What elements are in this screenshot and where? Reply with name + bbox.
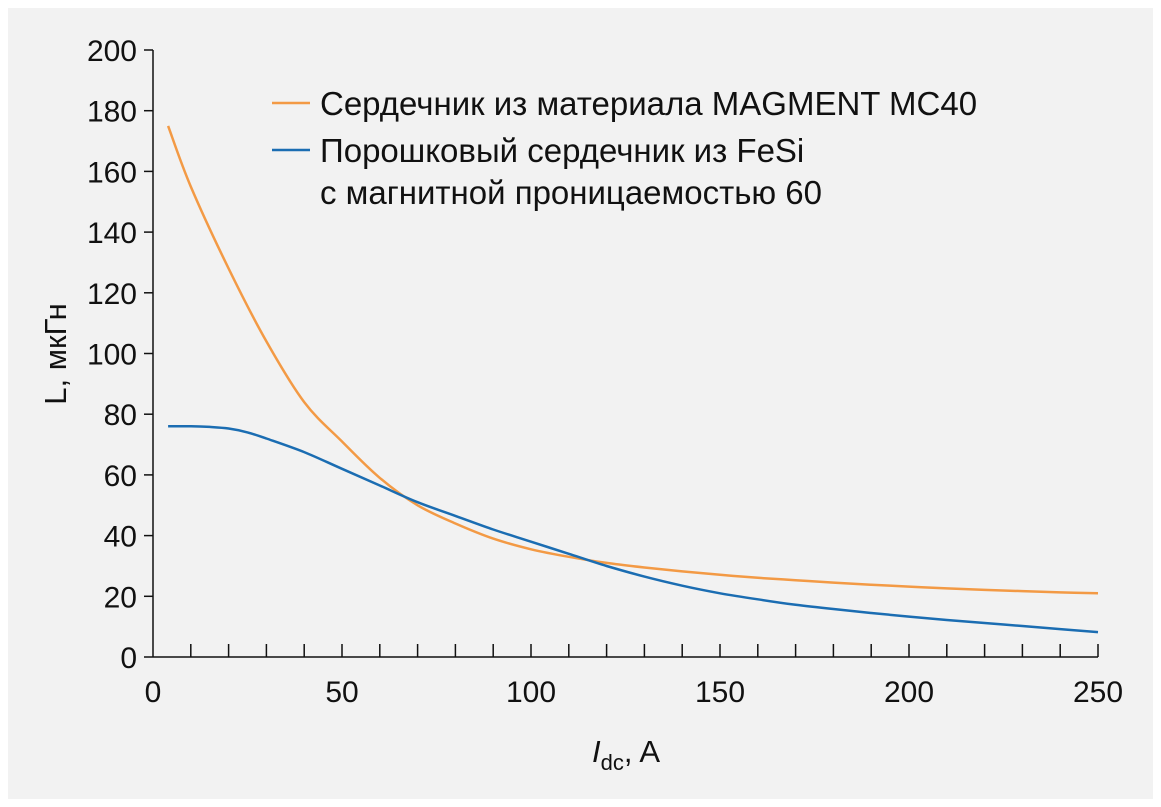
legend-label-fesi-line2: с магнитной проницаемостью 60: [320, 174, 822, 211]
series-layer: [166, 125, 1099, 634]
y-axis-title: L, мкГн: [38, 303, 73, 405]
y-tick-label: 20: [104, 581, 137, 614]
y-tick-label: 100: [87, 339, 137, 372]
x-tick-label: 0: [145, 676, 162, 709]
y-tick-label: 120: [87, 278, 137, 311]
x-tick-label: 100: [506, 676, 556, 709]
axes-layer: 0 20 40 60 80 100 120 140 160 180 200 0 50 100 150 200 2…: [87, 35, 1123, 709]
x-tick-label: 50: [325, 676, 358, 709]
y-tick-label: 180: [87, 96, 137, 129]
y-tick-label: 200: [87, 35, 137, 68]
series-line-mc40: [166, 125, 1099, 595]
legend: Сердечник из материала MAGMENT MC40 Поро…: [272, 85, 977, 211]
x-tick-label: 200: [884, 676, 934, 709]
y-tick-label: 80: [104, 399, 137, 432]
x-axis-title: Idc, A: [592, 734, 660, 775]
chart-frame: [8, 8, 1153, 799]
series-line-fesi: [168, 425, 1099, 634]
legend-label-mc40: Сердечник из материала MAGMENT MC40: [320, 85, 977, 122]
y-tick-label: 60: [104, 460, 137, 493]
y-tick-label: 160: [87, 156, 137, 189]
x-tick-label: 150: [695, 676, 745, 709]
x-tick-label: 250: [1073, 676, 1123, 709]
y-tick-label: 40: [104, 521, 137, 554]
y-tick-label: 140: [87, 217, 137, 250]
y-tick-label: 0: [120, 642, 137, 675]
legend-label-fesi-line1: Порошковый сердечник из FeSi: [320, 132, 804, 169]
